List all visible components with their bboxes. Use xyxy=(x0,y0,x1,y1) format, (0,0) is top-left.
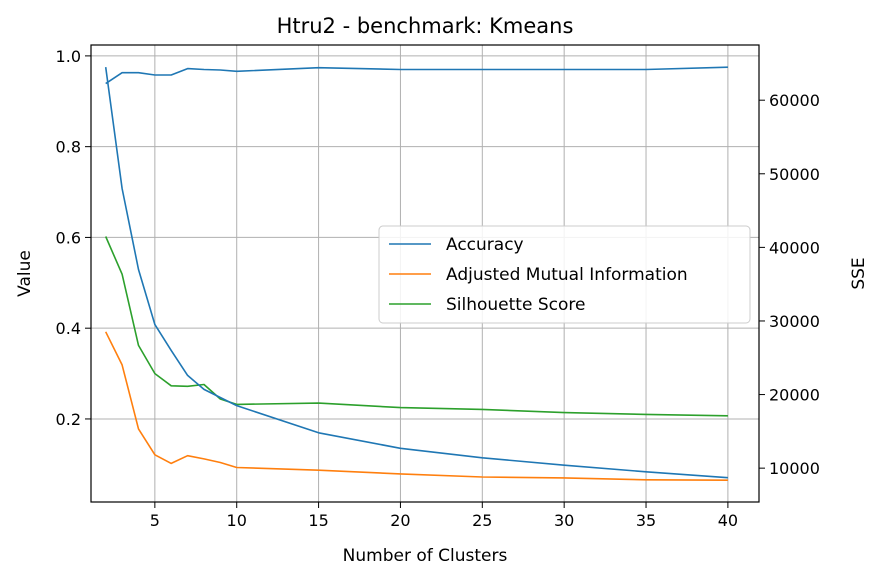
y2-axis-ticks: 10000 20000 30000 40000 50000 60000 xyxy=(759,91,820,478)
y2-tick-label: 10000 xyxy=(769,459,820,478)
x-tick-label: 40 xyxy=(718,511,738,530)
series-line-adjusted-mutual-information xyxy=(104,331,728,482)
y-tick-label: 0.8 xyxy=(56,138,81,157)
plot-lines xyxy=(104,66,728,482)
y2-axis-label: SSE xyxy=(849,257,869,289)
y-tick-label: 0.6 xyxy=(56,228,81,247)
x-tick-label: 20 xyxy=(390,511,410,530)
x-axis-ticks: 5 10 15 20 25 30 35 40 xyxy=(150,502,738,530)
x-tick-label: 10 xyxy=(227,511,247,530)
x-tick-label: 15 xyxy=(308,511,328,530)
legend-label: Accuracy xyxy=(446,235,524,255)
legend: Accuracy Adjusted Mutual Information Silho… xyxy=(378,225,751,324)
y2-tick-label: 60000 xyxy=(769,91,820,110)
x-tick-label: 35 xyxy=(636,511,656,530)
x-axis-label: Number of Clusters xyxy=(343,546,508,566)
chart-title: Htru2 - benchmark: Kmeans xyxy=(277,14,574,38)
legend-box xyxy=(378,225,751,324)
plot-frame xyxy=(90,44,760,503)
series-line-silhouette-score xyxy=(104,236,728,417)
legend-label: Silhouette Score xyxy=(446,295,585,315)
y-axis-label: Value xyxy=(15,250,35,297)
y2-tick-label: 40000 xyxy=(769,238,820,257)
x-tick-label: 30 xyxy=(554,511,574,530)
y-tick-label: 1.0 xyxy=(56,47,81,66)
y-axis-ticks: 0.2 0.4 0.6 0.8 1.0 xyxy=(56,47,91,429)
y2-tick-label: 30000 xyxy=(769,312,820,331)
series-line-accuracy xyxy=(105,66,728,85)
y2-tick-label: 50000 xyxy=(769,165,820,184)
series-line-sse xyxy=(104,66,728,479)
x-tick-label: 25 xyxy=(472,511,492,530)
y-tick-label: 0.2 xyxy=(56,410,81,429)
legend-label: Adjusted Mutual Information xyxy=(446,265,688,285)
y-tick-label: 0.4 xyxy=(56,319,81,338)
y2-tick-label: 20000 xyxy=(769,386,820,405)
x-tick-label: 5 xyxy=(150,511,160,530)
